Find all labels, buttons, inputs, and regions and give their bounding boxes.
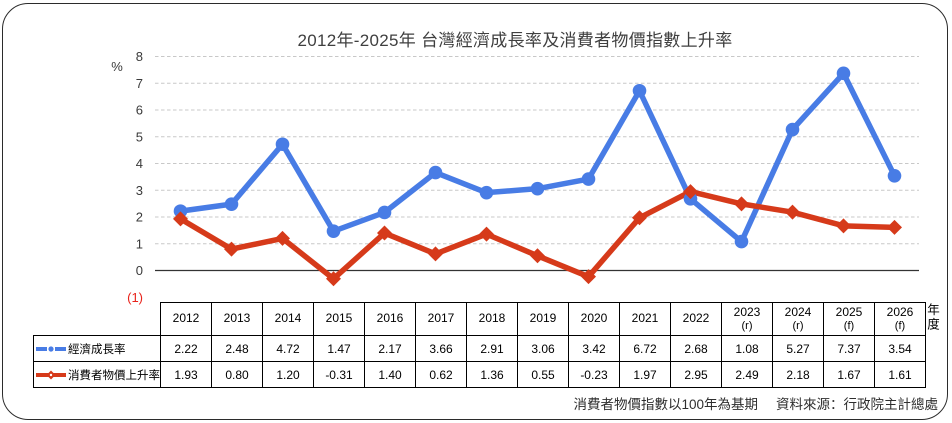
value-cell: 1.40 [364,361,416,388]
year-header: 2017 [415,302,467,336]
value-cell: 1.93 [160,361,212,388]
legend-line-circle-icon [36,345,66,352]
year-header: 2020 [568,302,620,336]
value-cell: 3.42 [568,335,620,362]
value-cell: 3.54 [874,335,926,362]
value-cell: 2.48 [211,335,263,362]
legend-cell: 消費者物價上升率 [33,361,161,388]
value-cell: 1.36 [466,361,518,388]
value-cell: 1.97 [619,361,671,388]
value-cell: 0.55 [517,361,569,388]
year-label: 2014 [274,311,302,326]
table-row: 經濟成長率 2.22 2.48 4.72 1.47 2.17 3.66 2.91 3.06 3.4… [33,335,926,362]
year-label: 2019 [529,311,557,326]
year-revision-flag: (f) [843,319,855,332]
value-cell: 2.91 [466,335,518,362]
year-label: 2018 [478,311,506,326]
year-label: 2026 [886,305,914,320]
year-header: 2012 [160,302,212,336]
value-cell: 4.72 [262,335,314,362]
year-header: 2013 [211,302,263,336]
year-header: 2021 [619,302,671,336]
legend-line-diamond-icon [36,370,66,379]
value-cell: 2.68 [670,335,722,362]
year-label: 2022 [682,311,710,326]
value-cell: 0.80 [211,361,263,388]
value-cell: 2.49 [721,361,773,388]
footnote: 消費者物價指數以100年為基期 資料來源：行政院主計總處 [573,393,938,413]
year-label: 2013 [223,311,251,326]
series-name: 經濟成長率 [68,343,126,356]
year-header: 2014 [262,302,314,336]
year-label: 2012 [172,311,200,326]
year-revision-flag: (r) [741,319,753,332]
value-cell: -0.31 [313,361,365,388]
value-cell: 1.20 [262,361,314,388]
value-cell: 1.08 [721,335,773,362]
value-cell: 2.17 [364,335,416,362]
table-corner-spacer [34,303,161,336]
year-label: 2023 [733,305,761,320]
value-cell: -0.23 [568,361,620,388]
value-cell: 2.95 [670,361,722,388]
legend-cell: 經濟成長率 [33,335,161,362]
year-header: 2015 [313,302,365,336]
value-cell: 1.47 [313,335,365,362]
year-header: 2025 (f) [823,302,875,336]
value-cell: 3.66 [415,335,467,362]
value-cell: 2.18 [772,361,824,388]
year-header: 2016 [364,302,416,336]
year-header: 2019 [517,302,569,336]
table-row: 消費者物價上升率 1.93 0.80 1.20 -0.31 1.40 0.62 1.36 0.5… [33,361,926,388]
year-header: 2026 (f) [874,302,926,336]
year-header: 2018 [466,302,518,336]
value-cell: 5.27 [772,335,824,362]
year-header: 2024 (r) [772,302,824,336]
year-header: 2023 (r) [721,302,773,336]
data-table: 2012 2013 2014 2015 2016 2017 2018 2019 2020 2021… [33,302,926,388]
footnote-source: 資料來源：行政院主計總處 [776,397,938,412]
value-cell: 0.62 [415,361,467,388]
year-label: 2020 [580,311,608,326]
value-cell: 3.06 [517,335,569,362]
value-cell: 2.22 [160,335,212,362]
value-cell: 6.72 [619,335,671,362]
year-label: 2025 [835,305,863,320]
chart-title: 2012年-2025年 台灣經濟成長率及消費者物價指數上升率 [297,31,733,50]
year-revision-flag: (f) [894,319,906,332]
footnote-base-period: 消費者物價指數以100年為基期 [573,397,758,412]
series-name: 消費者物價上升率 [68,369,160,382]
year-label: 2017 [427,311,455,326]
year-label: 2015 [325,311,353,326]
year-header: 2022 [670,302,722,336]
value-cell: 7.37 [823,335,875,362]
year-revision-flag: (r) [792,319,804,332]
value-cell: 1.61 [874,361,926,388]
value-cell: 1.67 [823,361,875,388]
year-label: 2024 [784,305,812,320]
year-label: 2016 [376,311,404,326]
x-axis-title: 年度 [925,303,939,332]
year-label: 2021 [631,311,659,326]
